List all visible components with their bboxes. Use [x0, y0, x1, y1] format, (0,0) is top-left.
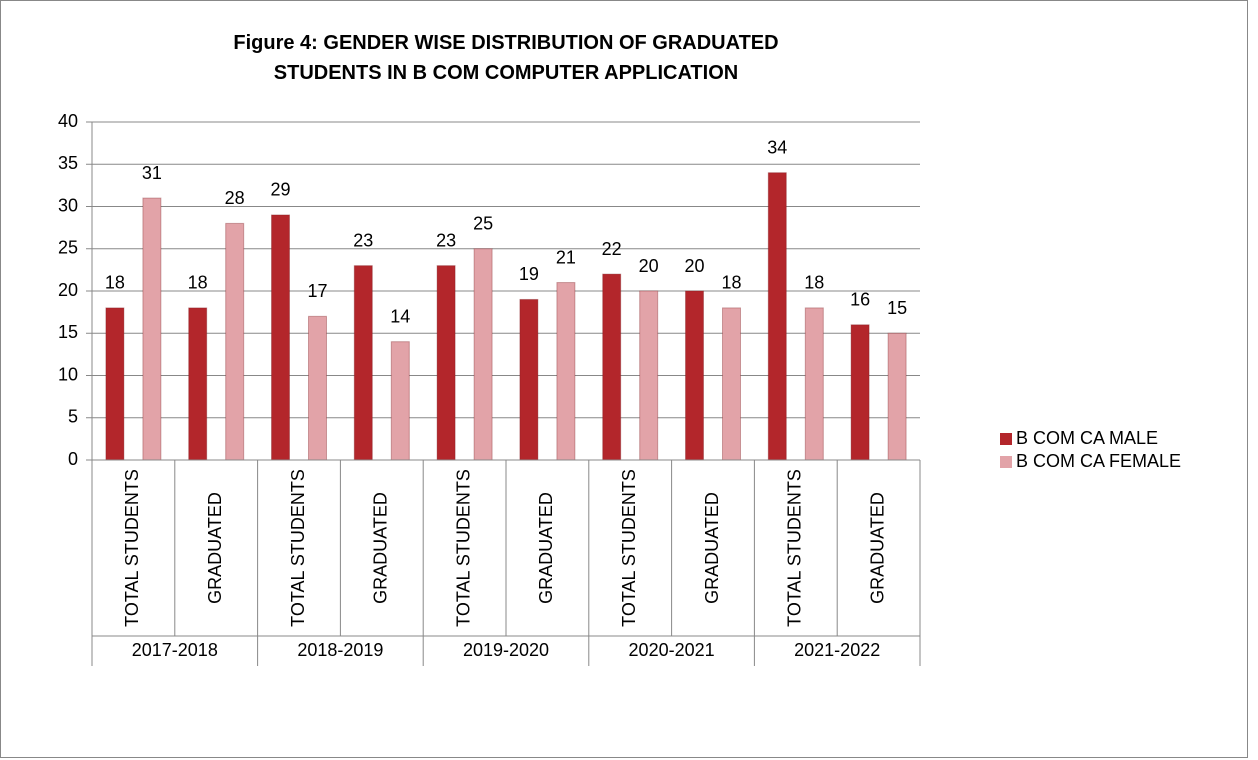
data-label: 22 [602, 239, 622, 259]
bar [850, 324, 870, 461]
group-label: 2018-2019 [297, 640, 383, 660]
bar [105, 307, 125, 461]
data-label: 28 [225, 188, 245, 208]
x-tick-label: TOTAL STUDENTS [122, 469, 142, 627]
y-tick-label: 35 [58, 153, 78, 173]
y-tick-label: 15 [58, 322, 78, 342]
legend-swatch [1000, 456, 1012, 468]
data-label: 20 [684, 256, 704, 276]
x-tick-label: TOTAL STUDENTS [288, 469, 308, 627]
data-label: 18 [804, 273, 824, 293]
data-label: 23 [436, 230, 456, 250]
chart-title: Figure 4: GENDER WISE DISTRIBUTION OF GR… [233, 32, 779, 84]
data-label: 15 [887, 298, 907, 318]
bar [639, 290, 659, 461]
data-label: 34 [767, 137, 787, 157]
data-label: 29 [270, 180, 290, 200]
group-label: 2021-2022 [794, 640, 880, 660]
bar [436, 265, 456, 461]
bar [188, 307, 208, 461]
data-label: 25 [473, 214, 493, 234]
y-tick-label: 20 [58, 280, 78, 300]
legend-swatch [1000, 433, 1012, 445]
group-label: 2017-2018 [132, 640, 218, 660]
bar [271, 214, 290, 461]
bar [722, 307, 741, 461]
y-tick-label: 5 [68, 407, 78, 427]
data-label: 17 [307, 281, 327, 301]
data-label: 16 [850, 290, 870, 310]
y-tick-label: 40 [58, 111, 78, 131]
bar [602, 273, 622, 461]
bar [225, 222, 245, 461]
bar [142, 197, 162, 461]
data-label: 20 [639, 256, 659, 276]
group-label: 2020-2021 [629, 640, 715, 660]
x-tick-label: TOTAL STUDENTS [785, 469, 805, 627]
y-tick-label: 0 [68, 449, 78, 469]
bar [556, 282, 576, 461]
bar [887, 332, 907, 461]
data-label: 14 [390, 306, 410, 326]
bar [519, 298, 539, 461]
data-label: 18 [188, 273, 208, 293]
data-label: 18 [721, 273, 741, 293]
data-label: 31 [142, 163, 162, 183]
x-tick-label: GRADUATED [205, 492, 225, 604]
group-label: 2019-2020 [463, 640, 549, 660]
bar [685, 290, 704, 461]
bar [390, 341, 410, 461]
x-tick-label: TOTAL STUDENTS [619, 469, 639, 627]
legend-label: B COM CA MALE [1016, 428, 1158, 448]
x-tick-label: GRADUATED [867, 492, 887, 604]
x-tick-label: GRADUATED [371, 492, 391, 604]
data-label: 19 [519, 264, 539, 284]
x-tick-label: GRADUATED [536, 492, 556, 604]
legend-label: B COM CA FEMALE [1016, 451, 1181, 471]
y-tick-label: 10 [58, 364, 78, 384]
y-tick-label: 30 [58, 195, 78, 215]
x-tick-label: GRADUATED [702, 492, 722, 604]
bar [767, 172, 787, 461]
bar [353, 265, 373, 461]
data-label: 21 [556, 247, 576, 267]
y-tick-label: 25 [58, 238, 78, 258]
data-label: 23 [353, 230, 373, 250]
bar [473, 248, 493, 461]
data-label: 18 [105, 273, 125, 293]
x-tick-label: TOTAL STUDENTS [453, 469, 473, 627]
bar [804, 307, 824, 461]
bar [308, 315, 327, 461]
